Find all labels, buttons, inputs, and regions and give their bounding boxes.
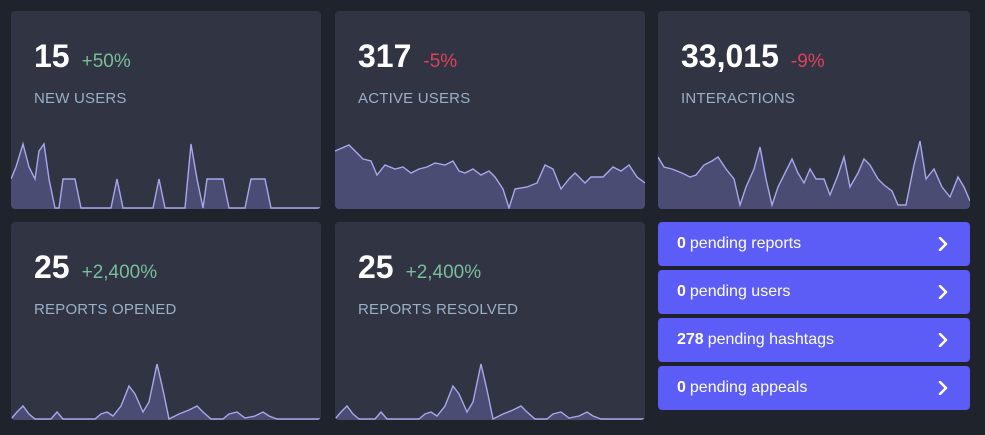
pending-reports-label: 0 pending reports — [677, 235, 801, 253]
pending-count: 0 — [677, 283, 686, 300]
metric-value: 33,015 — [681, 38, 779, 74]
sparkline — [658, 140, 970, 209]
metric-label: ACTIVE USERS — [358, 90, 471, 107]
sparkline — [11, 141, 321, 209]
pending-count: 278 — [677, 331, 704, 348]
pending-hashtags-button[interactable]: 278 pending hashtags — [658, 318, 970, 362]
metric-card-reports-opened: 25 +2,400% REPORTS OPENED — [11, 222, 321, 420]
metric-label: INTERACTIONS — [681, 90, 796, 107]
metric-delta: +2,400% — [405, 262, 482, 283]
metric-label: NEW USERS — [34, 90, 127, 107]
pending-appeals-button[interactable]: 0 pending appeals — [658, 366, 970, 410]
pending-text: pending appeals — [689, 379, 808, 396]
pending-appeals-label: 0 pending appeals — [677, 379, 807, 397]
metric-label: REPORTS OPENED — [34, 301, 177, 318]
metric-value: 317 — [358, 38, 412, 74]
metric-card-active-users: 317 -5% ACTIVE USERS — [335, 11, 645, 209]
pending-reports-button[interactable]: 0 pending reports — [658, 222, 970, 266]
pending-count: 0 — [677, 235, 686, 252]
metric-delta: -9% — [790, 51, 825, 72]
chevron-right-icon — [936, 285, 950, 299]
pending-hashtags-label: 278 pending hashtags — [677, 331, 834, 349]
pending-users-label: 0 pending users — [677, 283, 790, 301]
chevron-right-icon — [936, 381, 950, 395]
pending-count: 0 — [677, 379, 686, 396]
metric-card-new-users: 15 +50% NEW USERS — [11, 11, 321, 209]
chevron-right-icon — [936, 237, 950, 251]
metric-value: 25 — [34, 249, 70, 285]
pending-text: pending reports — [689, 235, 802, 252]
pending-users-button[interactable]: 0 pending users — [658, 270, 970, 314]
chevron-right-icon — [936, 333, 950, 347]
pending-text: pending hashtags — [707, 331, 835, 348]
metric-value: 25 — [358, 249, 394, 285]
pending-text: pending users — [689, 283, 791, 300]
sparkline — [11, 363, 321, 420]
metric-card-reports-resolved: 25 +2,400% REPORTS RESOLVED — [335, 222, 645, 420]
metric-value: 15 — [34, 38, 70, 74]
metric-delta: +50% — [81, 51, 131, 72]
sparkline — [335, 144, 645, 209]
metric-delta: -5% — [423, 51, 458, 72]
metric-delta: +2,400% — [81, 262, 158, 283]
metric-card-interactions: 33,015 -9% INTERACTIONS — [658, 11, 970, 209]
metric-label: REPORTS RESOLVED — [358, 301, 519, 318]
sparkline — [335, 363, 645, 420]
